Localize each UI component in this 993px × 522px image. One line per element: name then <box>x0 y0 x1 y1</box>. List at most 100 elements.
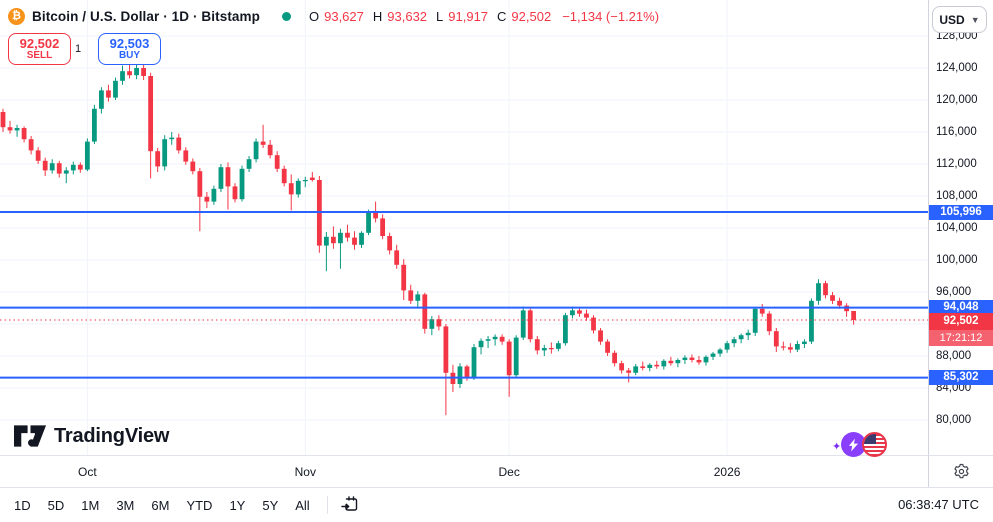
candle-body <box>401 264 407 291</box>
candle-body <box>436 319 442 327</box>
candle-body <box>506 341 512 376</box>
symbol-title[interactable]: Bitcoin / U.S. Dollar · 1D · Bitstamp <box>32 8 260 24</box>
candle-body <box>766 313 772 332</box>
high-label: H <box>372 8 383 24</box>
range-button-5d[interactable]: 5D <box>40 494 73 517</box>
range-button-1y[interactable]: 1Y <box>221 494 253 517</box>
calendar-icon <box>341 495 357 511</box>
price-level-badge: 94,048 <box>929 300 993 316</box>
time-axis[interactable]: Oct Nov Dec 2026 <box>0 455 928 487</box>
candle-body <box>295 180 301 195</box>
gear-icon[interactable] <box>953 463 970 480</box>
candle-body <box>640 366 646 368</box>
candle-body <box>478 340 484 348</box>
candle-body <box>830 295 835 301</box>
candle-body <box>654 364 660 367</box>
range-button-5y[interactable]: 5Y <box>254 494 286 517</box>
date-tick-label: 2026 <box>713 465 741 479</box>
candle-body <box>373 212 378 219</box>
candle-body <box>408 290 414 301</box>
toolbar-divider <box>326 496 328 514</box>
range-button-all[interactable]: All <box>287 494 317 517</box>
currency-dropdown[interactable]: USD ▼ <box>932 6 987 33</box>
flag-canton <box>864 434 876 444</box>
sell-button[interactable]: 92,502 SELL <box>8 33 71 65</box>
us-flag-icon[interactable] <box>862 432 887 457</box>
candle-body <box>612 352 618 364</box>
spread-value: 1 <box>74 43 82 55</box>
candle-body <box>84 141 90 170</box>
candle-body <box>773 331 779 347</box>
low-value: 91,917 <box>448 8 489 24</box>
price-tick-label: 96,000 <box>936 286 972 298</box>
candle-body <box>443 326 449 373</box>
candle-body <box>246 159 252 169</box>
price-level-badge: 105,996 <box>929 204 993 220</box>
candle-body <box>352 237 357 245</box>
close-value: 92,502 <box>511 8 552 24</box>
candle-body <box>689 357 695 360</box>
range-button-6m[interactable]: 6M <box>143 494 177 517</box>
candle-body <box>584 313 589 318</box>
candle-body <box>816 283 821 301</box>
candle-body <box>851 310 857 320</box>
candle-body <box>745 332 751 336</box>
range-button-1m[interactable]: 1M <box>73 494 107 517</box>
price-axis[interactable]: 92,502 17:21:12 105,996 94,048 85,302 128,0… <box>928 0 993 455</box>
candle-body <box>837 300 842 306</box>
buy-label: BUY <box>118 49 141 61</box>
candle-body <box>675 360 681 364</box>
candle-body <box>499 336 505 342</box>
candle-body <box>668 360 674 364</box>
price-level-badge: 85,302 <box>929 370 993 386</box>
candle-body <box>647 364 653 368</box>
candle-body <box>787 347 793 350</box>
candle-body <box>141 68 146 76</box>
candle-body <box>204 196 210 202</box>
candle-body <box>429 319 435 329</box>
tradingview-watermark-text: TradingView <box>54 424 170 447</box>
range-button-1d[interactable]: 1D <box>6 494 39 517</box>
candle-body <box>534 339 540 351</box>
price-tick-label: 80,000 <box>936 414 972 426</box>
market-status-icon <box>281 11 291 21</box>
candle-body <box>555 343 561 349</box>
range-button-3m[interactable]: 3M <box>108 494 142 517</box>
candle-body <box>619 363 625 371</box>
candle-body <box>464 366 470 378</box>
price-tick-label: 88,000 <box>936 350 972 362</box>
candle-body <box>127 71 132 76</box>
candle-body <box>633 366 639 373</box>
candle-body <box>809 300 814 342</box>
candle-body <box>35 150 41 161</box>
candle-body <box>626 370 632 373</box>
candle-body <box>513 337 519 376</box>
candle-body <box>28 139 34 151</box>
utc-clock[interactable]: 06:38:47 UTC <box>898 497 979 512</box>
high-value: 93,632 <box>387 8 428 24</box>
open-value: 93,627 <box>324 8 364 24</box>
candle-body <box>823 283 828 296</box>
buy-button[interactable]: 92,503 BUY <box>98 33 161 65</box>
candle-body <box>49 163 55 171</box>
candle-body <box>190 161 196 172</box>
open-label: O <box>308 8 320 24</box>
candle-body <box>267 144 273 156</box>
lightning-icon[interactable] <box>841 432 866 457</box>
candle-body <box>77 164 83 170</box>
candlestick-chart[interactable] <box>0 0 928 455</box>
tradingview-watermark[interactable]: TradingView <box>14 423 169 449</box>
candle-body <box>548 348 554 350</box>
candle-body <box>563 315 568 344</box>
candle-body <box>661 360 667 367</box>
candle-body <box>239 168 245 200</box>
candle-body <box>113 80 118 98</box>
range-button-ytd[interactable]: YTD <box>178 494 220 517</box>
candle-body <box>169 137 175 140</box>
chart-area[interactable] <box>0 0 928 455</box>
go-to-date-button[interactable] <box>336 492 364 519</box>
price-tick-label: 104,000 <box>936 222 978 234</box>
candle-body <box>759 308 765 314</box>
candle-body <box>492 336 498 340</box>
